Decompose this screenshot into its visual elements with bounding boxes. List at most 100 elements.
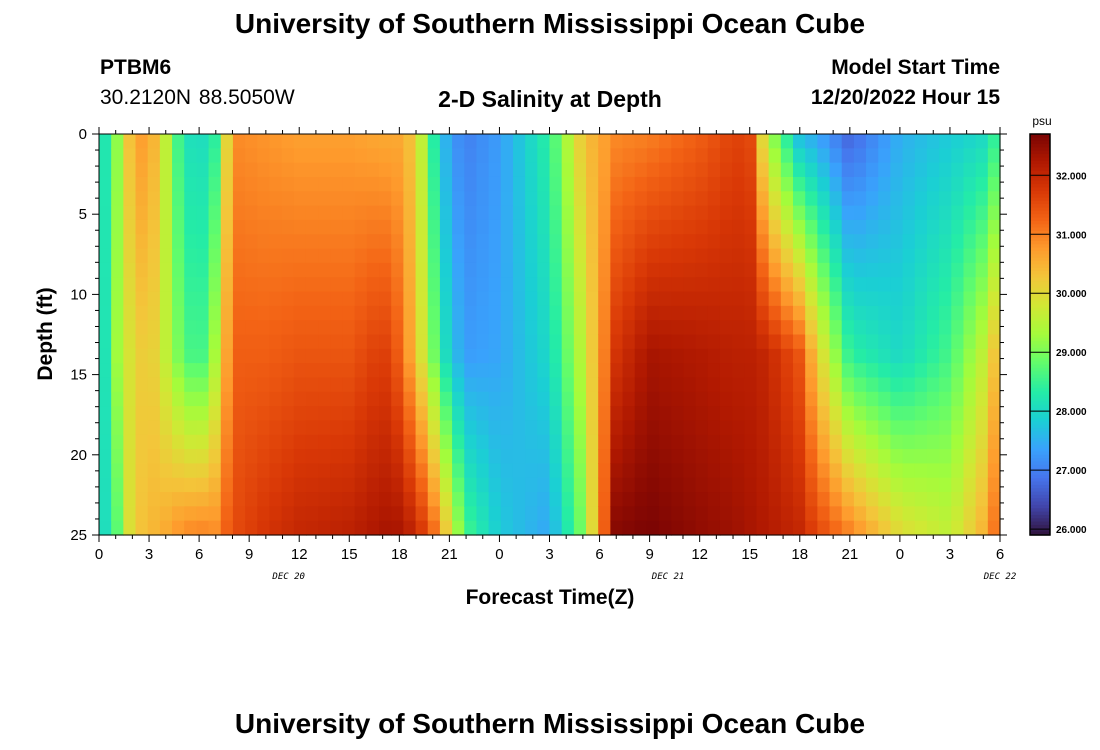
heatmap-cell [768, 449, 782, 464]
heatmap-cell [987, 363, 1001, 379]
heatmap-cell [744, 377, 758, 393]
heatmap-cell [853, 406, 867, 422]
heatmap-cell [111, 434, 124, 450]
heatmap-cell [366, 248, 380, 264]
heatmap-cell [269, 348, 283, 364]
heatmap-cell [634, 262, 648, 278]
heatmap-cell [756, 434, 770, 450]
heatmap-cell [646, 291, 660, 307]
heatmap-cell [354, 277, 368, 293]
heatmap-cell [391, 334, 404, 350]
heatmap-cell [379, 248, 392, 264]
heatmap-cell [318, 434, 331, 450]
heatmap-cell [634, 291, 648, 307]
heatmap-cell [452, 406, 465, 422]
heatmap-cell [951, 463, 965, 479]
heatmap-cell [500, 219, 514, 235]
heatmap-cell [768, 434, 782, 450]
colorbar-swatch [1030, 150, 1050, 155]
heatmap-cell [147, 305, 161, 321]
colorbar-swatch [1030, 384, 1050, 389]
heatmap-cell [987, 134, 1001, 149]
heatmap-cell [415, 134, 429, 149]
heatmap-cell [159, 176, 173, 192]
heatmap-cell [939, 248, 952, 264]
heatmap-cell [318, 463, 331, 479]
heatmap-cell [403, 506, 417, 522]
heatmap-cell [951, 492, 965, 507]
heatmap-cell [561, 248, 575, 264]
heatmap-cell [659, 277, 672, 293]
heatmap-cell [829, 305, 843, 321]
heatmap-cell [318, 363, 331, 379]
heatmap-cell [780, 391, 794, 407]
heatmap-cell [232, 277, 246, 293]
heatmap-cell [379, 506, 392, 522]
colorbar-swatch [1030, 344, 1050, 349]
heatmap-cell [793, 148, 806, 164]
heatmap-cell [281, 420, 295, 436]
heatmap-cell [939, 520, 952, 536]
heatmap-cell [719, 420, 733, 436]
heatmap-cell [184, 463, 198, 479]
heatmap-cell [610, 205, 624, 221]
heatmap-cell [342, 148, 356, 164]
heatmap-cell [963, 148, 977, 164]
heatmap-cell [926, 363, 940, 379]
heatmap-cell [841, 148, 855, 164]
heatmap-cell [99, 320, 112, 336]
heatmap-cell [293, 262, 307, 278]
heatmap-cell [671, 492, 685, 507]
heatmap-cell [598, 162, 611, 178]
heatmap-cell [415, 248, 429, 264]
colorbar-swatch [1030, 174, 1050, 179]
heatmap-cell [184, 162, 198, 178]
heatmap-cell [354, 205, 368, 221]
heatmap-cell [963, 205, 977, 221]
heatmap-cell [817, 205, 831, 221]
heatmap-cell [196, 348, 210, 364]
heatmap-cell [719, 520, 733, 536]
heatmap-cell [525, 305, 538, 321]
heatmap-cell [439, 320, 453, 336]
heatmap-cell [780, 492, 794, 507]
heatmap-cell [890, 219, 904, 235]
heatmap-cell [123, 234, 137, 250]
heatmap-cell [464, 234, 478, 250]
heatmap-cell [159, 291, 173, 307]
heatmap-cell [878, 305, 892, 321]
heatmap-cell [549, 277, 563, 293]
heatmap-cell [342, 262, 356, 278]
heatmap-cell [208, 420, 222, 436]
heatmap-cell [610, 305, 624, 321]
heatmap-cell [99, 205, 112, 221]
heatmap-cell [926, 477, 940, 493]
heatmap-cell [111, 406, 124, 422]
heatmap-cell [622, 492, 636, 507]
colorbar-swatch [1030, 204, 1050, 209]
heatmap-cell [232, 506, 246, 522]
heatmap-cell [366, 162, 380, 178]
heatmap-cell [281, 134, 295, 149]
colorbar-swatch [1030, 264, 1050, 269]
heatmap-cell [866, 291, 879, 307]
heatmap-cell [926, 463, 940, 479]
heatmap-cell [196, 391, 210, 407]
colorbar-swatch [1030, 321, 1050, 326]
heatmap-cell [159, 348, 173, 364]
heatmap-cell [366, 219, 380, 235]
heatmap-cell [744, 434, 758, 450]
heatmap-cell [768, 406, 782, 422]
heatmap-cell [330, 420, 344, 436]
heatmap-cell [951, 162, 965, 178]
heatmap-cell [525, 449, 538, 464]
heatmap-cell [537, 305, 551, 321]
heatmap-cell [452, 506, 465, 522]
heatmap-cell [756, 463, 770, 479]
heatmap-cell [391, 391, 404, 407]
heatmap-cell [452, 477, 465, 493]
heatmap-cell [829, 434, 843, 450]
heatmap-cell [464, 291, 478, 307]
heatmap-cell [354, 248, 368, 264]
heatmap-cell [975, 191, 989, 207]
